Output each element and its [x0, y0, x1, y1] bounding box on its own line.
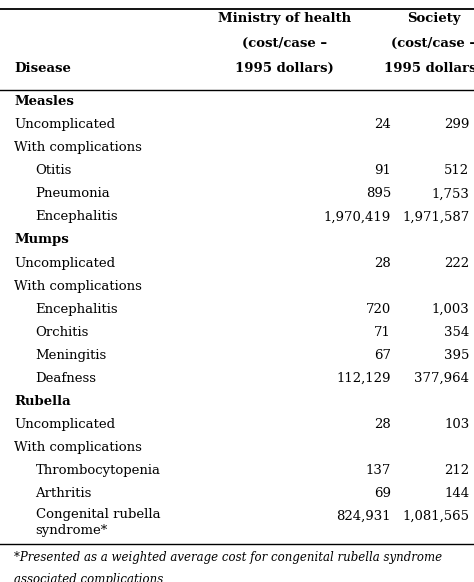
Text: 212: 212 — [444, 464, 469, 477]
Text: Encephalitis: Encephalitis — [36, 303, 118, 315]
Text: Measles: Measles — [14, 95, 74, 108]
Text: Encephalitis: Encephalitis — [36, 211, 118, 223]
Text: 824,931: 824,931 — [337, 510, 391, 523]
Text: 1,971,587: 1,971,587 — [402, 211, 469, 223]
Text: 720: 720 — [366, 303, 391, 315]
Text: Uncomplicated: Uncomplicated — [14, 118, 115, 132]
Text: Thrombocytopenia: Thrombocytopenia — [36, 464, 161, 477]
Text: 67: 67 — [374, 349, 391, 361]
Text: 222: 222 — [444, 257, 469, 269]
Text: 28: 28 — [374, 418, 391, 431]
Text: Deafness: Deafness — [36, 372, 97, 385]
Text: 354: 354 — [444, 326, 469, 339]
Text: With complications: With complications — [14, 141, 142, 154]
Text: 112,129: 112,129 — [337, 372, 391, 385]
Text: Pneumonia: Pneumonia — [36, 187, 110, 200]
Text: 299: 299 — [444, 118, 469, 132]
Text: 395: 395 — [444, 349, 469, 361]
Text: (cost/case –: (cost/case – — [391, 37, 474, 49]
Text: 103: 103 — [444, 418, 469, 431]
Text: With complications: With complications — [14, 279, 142, 293]
Text: 512: 512 — [444, 164, 469, 178]
Text: With complications: With complications — [14, 441, 142, 454]
Text: Rubella: Rubella — [14, 395, 71, 408]
Text: Society: Society — [407, 12, 460, 24]
Text: associated complications: associated complications — [14, 573, 164, 582]
Text: 144: 144 — [444, 487, 469, 500]
Text: 71: 71 — [374, 326, 391, 339]
Text: Mumps: Mumps — [14, 233, 69, 247]
Text: (cost/case –: (cost/case – — [242, 37, 327, 49]
Text: 1995 dollars): 1995 dollars) — [384, 62, 474, 74]
Text: 1,753: 1,753 — [431, 187, 469, 200]
Text: 895: 895 — [366, 187, 391, 200]
Text: 69: 69 — [374, 487, 391, 500]
Text: 1,081,565: 1,081,565 — [402, 510, 469, 523]
Text: Congenital rubella
syndrome*: Congenital rubella syndrome* — [36, 508, 160, 537]
Text: Meningitis: Meningitis — [36, 349, 107, 361]
Text: Disease: Disease — [14, 62, 71, 74]
Text: 377,964: 377,964 — [414, 372, 469, 385]
Text: Uncomplicated: Uncomplicated — [14, 418, 115, 431]
Text: 1995 dollars): 1995 dollars) — [235, 62, 334, 74]
Text: Arthritis: Arthritis — [36, 487, 92, 500]
Text: 28: 28 — [374, 257, 391, 269]
Text: Uncomplicated: Uncomplicated — [14, 257, 115, 269]
Text: *Presented as a weighted average cost for congenital rubella syndrome: *Presented as a weighted average cost fo… — [14, 551, 442, 564]
Text: Ministry of health: Ministry of health — [218, 12, 351, 24]
Text: 24: 24 — [374, 118, 391, 132]
Text: Orchitis: Orchitis — [36, 326, 89, 339]
Text: Otitis: Otitis — [36, 164, 72, 178]
Text: 1,003: 1,003 — [431, 303, 469, 315]
Text: 137: 137 — [365, 464, 391, 477]
Text: 1,970,419: 1,970,419 — [324, 211, 391, 223]
Text: 91: 91 — [374, 164, 391, 178]
